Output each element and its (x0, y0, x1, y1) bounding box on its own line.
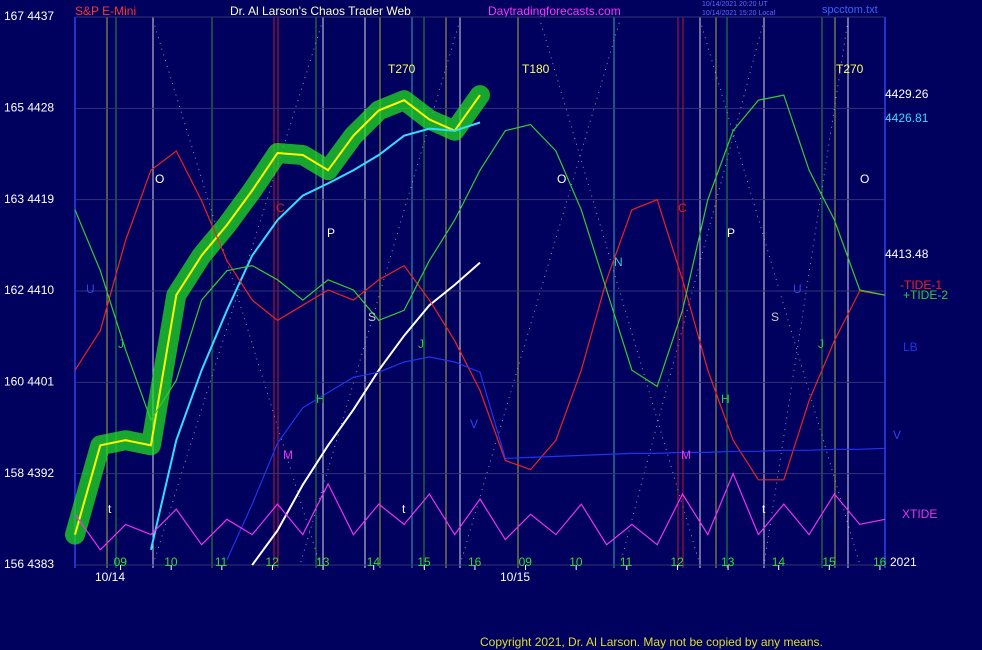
legend-label: +TIDE-2 (903, 288, 948, 302)
x-tick-label: 16 (468, 555, 482, 569)
price-label: 4429.26 (885, 87, 929, 101)
annotation: O (860, 172, 869, 186)
annotation: M (681, 448, 691, 462)
x-tick-label: 10 (569, 555, 583, 569)
x-tick-label: 11 (215, 555, 228, 569)
x-tick-label: 10 (164, 555, 178, 569)
annotation: J (418, 337, 424, 351)
date-label: 10/14 (95, 570, 125, 584)
annotation: M (283, 448, 293, 462)
x-tick-label: 15 (822, 555, 836, 569)
annotation: S (368, 310, 376, 324)
annotation: T270 (388, 62, 416, 76)
x-tick-label: 09 (519, 555, 533, 569)
annotation: V (470, 417, 478, 431)
x-tick-label: 15 (417, 555, 431, 569)
annotation: H (316, 392, 325, 406)
file-name: spcctom.txt (822, 4, 878, 16)
y-tick-label: 156 4383 (4, 557, 54, 571)
annotation: S (771, 310, 779, 324)
annotation: t (108, 502, 112, 516)
y-tick-label: 167 4437 (4, 9, 54, 23)
y-tick-label: 165 4428 (4, 101, 54, 115)
annotation: J (818, 337, 824, 351)
y-tick-label: 162 4410 (4, 283, 54, 297)
annotation: C (678, 201, 687, 215)
x-tick-label: 13 (721, 555, 735, 569)
x-tick-label: 12 (265, 555, 279, 569)
x-tick-label: 14 (772, 555, 786, 569)
x-tick-label: 16 (873, 555, 887, 569)
price-label: 4426.81 (885, 111, 929, 125)
annotation: U (86, 282, 95, 296)
x-tick-label: 12 (670, 555, 684, 569)
x-tick-label: 09 (114, 555, 128, 569)
date-label: 10/15 (500, 570, 530, 584)
annotation: t (402, 502, 406, 516)
annotation: O (557, 172, 566, 186)
y-tick-label: 163 4419 (4, 192, 54, 206)
series-line (74, 94, 886, 422)
annotation: t (762, 502, 766, 516)
x-tick-label: 13 (316, 555, 330, 569)
price-label: 4413.48 (885, 247, 929, 261)
annotation: H (721, 392, 730, 406)
series-line (226, 356, 886, 561)
annotation: C (276, 201, 285, 215)
y-tick-label: 160 4401 (4, 375, 54, 389)
chart-title: Dr. Al Larson's Chaos Trader Web (230, 4, 411, 18)
series-line (149, 121, 481, 551)
annotation: J (118, 337, 124, 351)
annotation: T270 (836, 62, 864, 76)
series-line (74, 472, 886, 551)
legend-label: XTIDE (902, 507, 937, 521)
annotation: T180 (522, 62, 550, 76)
y-tick-label: 158 4392 (4, 466, 54, 480)
site: Daytradingforecasts.com (488, 4, 621, 18)
timestamp: 10/14/2021 15:20 Local (702, 10, 776, 17)
copyright: Copyright 2021, Dr. Al Larson. May not b… (480, 635, 823, 649)
annotation: O (155, 172, 164, 186)
x-tick-label: 11 (620, 555, 633, 569)
year-label: 2021 (890, 555, 917, 569)
series-line (251, 261, 481, 566)
symbol: S&P E-Mini (75, 4, 136, 18)
annotation: P (327, 226, 335, 240)
series-line (74, 94, 481, 535)
annotation: P (727, 226, 735, 240)
annotation: N (614, 255, 623, 269)
annotation: V (893, 428, 901, 442)
annotation: U (793, 282, 802, 296)
timestamp: 10/14/2021 20:20 UT (702, 1, 768, 8)
series-line (74, 150, 886, 481)
legend-label: LB (903, 340, 918, 354)
x-tick-label: 14 (367, 555, 381, 569)
legend-label: -TIDE-1 (900, 278, 942, 292)
